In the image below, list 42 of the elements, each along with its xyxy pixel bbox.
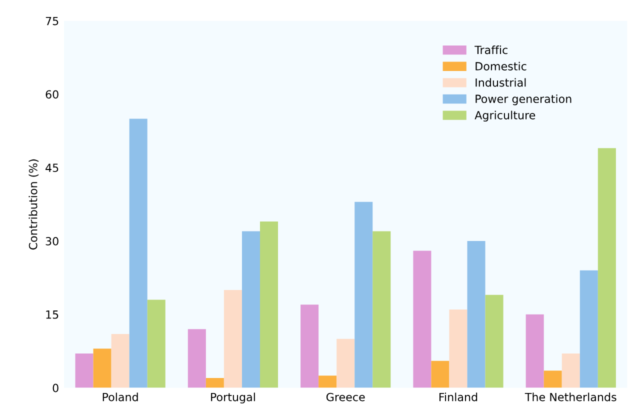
bar — [372, 231, 391, 388]
y-tick-label: 0 — [52, 384, 58, 392]
bar — [318, 376, 337, 388]
x-tick-label: The Netherlands — [524, 392, 616, 402]
bar — [260, 221, 278, 388]
bar — [580, 270, 598, 388]
legend-label: Power generation — [476, 94, 572, 106]
bar — [354, 202, 373, 388]
legend-label: Traffic — [474, 46, 508, 54]
bar — [242, 231, 260, 388]
y-tick-label: 30 — [46, 237, 58, 246]
bar — [300, 304, 319, 388]
bar — [224, 290, 242, 388]
bar — [413, 250, 432, 388]
bar — [336, 338, 355, 388]
bar — [129, 118, 148, 388]
bar — [111, 334, 130, 388]
bar — [485, 294, 504, 388]
y-tick-label: 60 — [46, 90, 58, 99]
bar — [544, 370, 562, 388]
bar — [449, 310, 468, 388]
bar — [147, 300, 166, 388]
x-tick-label: Portugal — [211, 392, 255, 404]
bar — [75, 354, 94, 388]
legend-label: Domestic — [476, 62, 526, 70]
y-tick-label: 75 — [46, 16, 58, 26]
y-tick-label: 15 — [46, 310, 58, 319]
bar — [526, 314, 544, 388]
bar — [467, 241, 486, 388]
bar — [188, 329, 206, 388]
x-tick-label: Finland — [439, 392, 478, 402]
x-tick-label: Poland — [102, 392, 138, 402]
legend-label: Industrial — [476, 78, 526, 87]
bar — [431, 360, 450, 388]
bar — [562, 354, 580, 388]
x-tick-label: Greece — [326, 392, 365, 402]
y-tick-label: 45 — [46, 164, 58, 172]
y-axis-title: Contribution (%) — [28, 159, 39, 250]
bar — [206, 378, 224, 388]
bar — [93, 348, 112, 388]
bar — [598, 148, 616, 388]
legend-label: Agriculture — [474, 110, 536, 122]
